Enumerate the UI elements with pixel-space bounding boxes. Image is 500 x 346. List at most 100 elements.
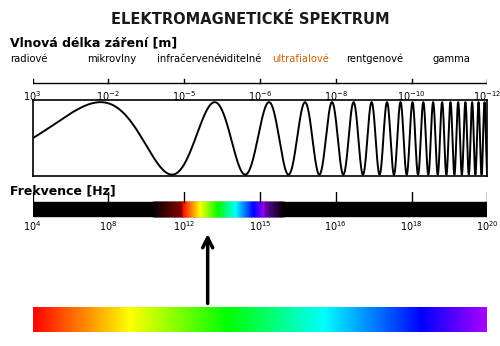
Bar (270, 202, 271, 216)
Bar (263, 202, 264, 216)
Bar (444, 307, 446, 332)
Bar (102, 307, 103, 332)
Bar (193, 202, 194, 216)
Bar (222, 202, 223, 216)
Bar (330, 307, 332, 332)
Bar (383, 307, 384, 332)
Bar (166, 202, 167, 216)
Bar (296, 307, 298, 332)
Bar (214, 307, 216, 332)
Bar (462, 307, 464, 332)
Bar (318, 307, 320, 332)
Bar (100, 307, 101, 332)
Bar (192, 307, 193, 332)
Bar (55, 307, 56, 332)
Bar (122, 307, 123, 332)
Bar (366, 307, 368, 332)
Bar (228, 202, 229, 216)
Bar (372, 307, 374, 332)
Bar (324, 307, 325, 332)
Bar (159, 202, 160, 216)
Bar (254, 202, 256, 216)
Bar (162, 307, 163, 332)
Bar (262, 202, 263, 216)
Bar (283, 307, 284, 332)
Bar (194, 202, 195, 216)
Bar (269, 202, 270, 216)
Bar (264, 307, 265, 332)
Bar (396, 307, 397, 332)
Bar (132, 307, 133, 332)
Bar (436, 307, 438, 332)
Bar (344, 307, 346, 332)
Bar (308, 307, 310, 332)
Bar (202, 202, 203, 216)
Bar (183, 202, 184, 216)
Bar (211, 202, 212, 216)
Bar (332, 307, 334, 332)
Text: $10^{15}$: $10^{15}$ (248, 219, 272, 233)
Bar (239, 307, 240, 332)
Bar (280, 202, 281, 216)
Bar (256, 202, 258, 216)
Bar (201, 202, 202, 216)
Bar (276, 202, 278, 216)
Bar (154, 307, 156, 332)
Bar (466, 307, 467, 332)
Bar (241, 202, 242, 216)
Bar (211, 307, 212, 332)
Bar (468, 307, 470, 332)
Bar (235, 202, 236, 216)
Bar (451, 307, 452, 332)
Text: $10^{16}$: $10^{16}$ (324, 219, 347, 233)
Bar (202, 202, 203, 216)
Bar (399, 307, 400, 332)
Bar (456, 307, 457, 332)
Bar (280, 202, 281, 216)
Bar (221, 202, 222, 216)
Bar (195, 202, 196, 216)
Bar (202, 307, 204, 332)
Bar (231, 202, 232, 216)
Bar (284, 307, 286, 332)
Bar (232, 307, 234, 332)
Bar (230, 202, 231, 216)
Bar (384, 307, 386, 332)
Bar (392, 307, 394, 332)
Bar (139, 307, 140, 332)
Bar (370, 307, 372, 332)
Bar (225, 202, 226, 216)
Bar (213, 202, 214, 216)
Bar (292, 307, 293, 332)
Bar (156, 202, 157, 216)
Bar (259, 202, 260, 216)
Bar (159, 202, 160, 216)
Bar (228, 307, 230, 332)
Bar (272, 307, 274, 332)
Bar (206, 202, 208, 216)
Bar (200, 202, 202, 216)
Bar (78, 307, 80, 332)
Bar (197, 307, 198, 332)
Bar (431, 307, 432, 332)
Bar (419, 307, 420, 332)
Bar (189, 202, 190, 216)
Bar (161, 307, 162, 332)
Bar (220, 307, 222, 332)
Bar (112, 307, 113, 332)
Bar (464, 307, 466, 332)
Bar (184, 202, 185, 216)
Bar (191, 307, 192, 332)
Bar (328, 307, 330, 332)
Bar (148, 307, 150, 332)
Bar (175, 202, 176, 216)
Bar (222, 202, 224, 216)
Bar (277, 202, 278, 216)
Bar (233, 202, 234, 216)
Bar (54, 307, 55, 332)
Text: Frekvence [Hz]: Frekvence [Hz] (10, 184, 116, 197)
Bar (221, 307, 222, 332)
Bar (208, 202, 210, 216)
Bar (256, 202, 257, 216)
Bar (257, 202, 258, 216)
